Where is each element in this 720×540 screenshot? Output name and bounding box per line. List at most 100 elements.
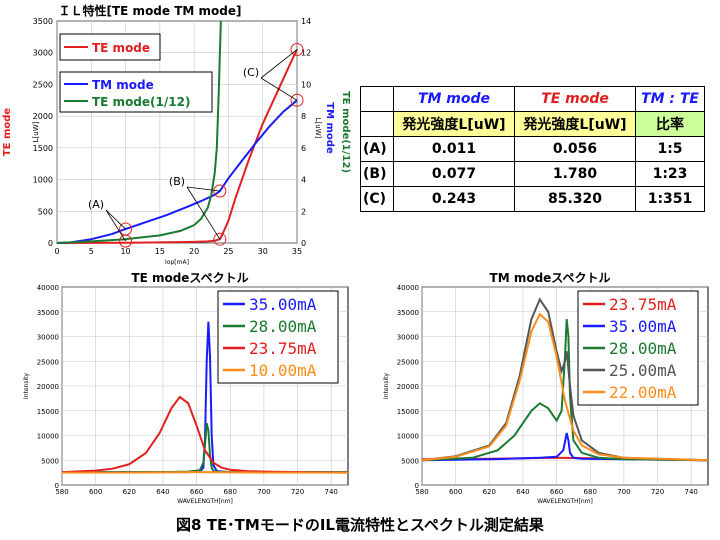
y-axis-label-tm: TM mode	[324, 102, 335, 154]
annotation-leader	[260, 49, 298, 79]
table-cell: 85.320	[514, 186, 636, 212]
annotation-marker	[290, 93, 304, 107]
legend-label: 28.00mA	[609, 339, 677, 358]
x-tick-label: 580	[55, 488, 68, 496]
x-tick-label: 740	[684, 488, 697, 496]
x-tick-label: 640	[516, 488, 529, 496]
x-tick-label: 740	[324, 488, 337, 496]
table-header-te: TE mode	[514, 86, 636, 112]
table-cell: 1:5	[635, 136, 705, 162]
y-left-tick-label: 1500	[33, 144, 53, 153]
y-axis-label-te-scaled: TE mode(1/12)	[340, 91, 351, 173]
chart-title: TM modeスペクトル	[490, 271, 611, 285]
annotation-label: (B)	[169, 175, 185, 188]
table-cell: 1.780	[514, 161, 636, 187]
series-line-te-mode	[56, 49, 298, 244]
table-cell: 0.243	[393, 186, 515, 212]
table-subheader-corner	[360, 111, 394, 137]
y-tick-label: 40000	[37, 284, 59, 292]
annotation-leader	[260, 77, 298, 101]
y-tick-label: 0	[415, 482, 419, 490]
legend-box-tm	[59, 71, 213, 113]
y-axis-label-te: TE mode	[2, 108, 13, 157]
table-cell: 1:351	[635, 186, 705, 212]
x-tick-label: 720	[291, 488, 304, 496]
y-left-tick-label: 2000	[33, 112, 53, 121]
y-right-tick-label: 8	[301, 112, 306, 121]
annotation-marker	[119, 234, 133, 248]
series-line-23-75ma	[61, 395, 349, 474]
il-characteristic-chart: 0 5 10 15 20 25 30 3505001000150020002500300035…	[2, 3, 351, 265]
table-cell: (A)	[360, 136, 394, 162]
series-line-25-00ma	[421, 297, 709, 462]
annotation-leader	[105, 209, 126, 242]
ratio-table: TM mode TE mode TM : TE 発光強度L[uW] 発光強度L[…	[360, 86, 705, 212]
y-left-tick-label: 3000	[33, 49, 53, 58]
x-tick-label: 600	[449, 488, 462, 496]
x-tick-label: 660	[190, 488, 203, 496]
y-right-tick-label: 2	[301, 207, 306, 216]
table-corner	[360, 86, 394, 112]
annotation-label: (A)	[88, 198, 104, 211]
table-row: (C) 0.243 85.320 1:351	[360, 186, 705, 212]
table-subheader-ratio: 比率	[635, 111, 705, 137]
y-right-tick-label: 6	[301, 144, 306, 153]
y-tick-label: 20000	[37, 383, 59, 391]
legend-box	[217, 290, 339, 384]
y-axis-label: Intensity	[383, 372, 390, 399]
annotation-marker	[213, 184, 227, 198]
legend-label: TE mode(1/12)	[92, 95, 190, 109]
annotation-label: (C)	[243, 66, 259, 79]
x-tick-label: 680	[584, 488, 597, 496]
y-tick-label: 30000	[37, 334, 59, 342]
table-row: (A) 0.011 0.056 1:5	[360, 136, 705, 162]
y-tick-label: 15000	[397, 408, 419, 416]
y-right-tick-label: 10	[301, 80, 311, 89]
x-axis-label: WAVELENGTH[nm]	[177, 498, 233, 505]
x-tick-label: 660	[550, 488, 563, 496]
legend-label: TE mode	[92, 41, 150, 55]
annotation-leader	[186, 186, 221, 240]
y-tick-label: 35000	[397, 309, 419, 317]
y-tick-label: 20000	[397, 383, 419, 391]
x-tick-label: 640	[156, 488, 169, 496]
y-tick-label: 15000	[37, 408, 59, 416]
series-line-tm-mode	[56, 99, 298, 244]
y-axis-label: Intensity	[23, 372, 30, 399]
y-right-tick-label: 12	[301, 49, 311, 58]
y-tick-label: 30000	[397, 334, 419, 342]
legend-label: 35.00mA	[609, 317, 677, 336]
x-tick-label: 580	[415, 488, 428, 496]
annotation-leader	[105, 209, 126, 230]
figure-caption: 図8 TE･TMモードのIL電流特性とスペクトル測定結果	[176, 516, 544, 534]
table-header-ratio: TM : TE	[635, 86, 705, 112]
te-spectrum-chart: 580 600 620 640 660 680 700 720 740 0 5000 10000 150…	[23, 271, 349, 505]
x-tick-label: 680	[224, 488, 237, 496]
x-tick-label: 10	[120, 247, 130, 256]
chart-title: TE modeスペクトル	[131, 271, 248, 285]
x-axis-label: WAVELENGTH[nm]	[537, 498, 593, 505]
x-tick-label: 620	[483, 488, 496, 496]
x-tick-label: 25	[223, 247, 233, 256]
x-tick-label: 720	[651, 488, 664, 496]
y-axis-unit-left: L[uW]	[32, 121, 40, 142]
legend-label: 22.00mA	[609, 383, 677, 402]
legend-label: 28.00mA	[249, 317, 317, 336]
y-tick-label: 0	[55, 482, 59, 490]
series-line-22-00ma	[421, 312, 709, 462]
tm-spectrum-chart: 580 600 620 640 660 680 700 720 740 0 5000 10000 150…	[383, 271, 709, 505]
x-axis-label: Iop[mA]	[165, 259, 189, 265]
y-tick-label: 10000	[37, 433, 59, 441]
y-axis-unit-right: L[uW]	[314, 118, 322, 139]
table-cell: 0.011	[393, 136, 515, 162]
y-tick-label: 10000	[397, 433, 419, 441]
x-tick-label: 5	[89, 247, 94, 256]
x-tick-label: 15	[155, 247, 165, 256]
table-cell: (B)	[360, 161, 394, 187]
x-tick-label: 35	[292, 247, 302, 256]
legend-label: 23.75mA	[609, 295, 677, 314]
series-line-28-00ma	[421, 319, 709, 462]
y-tick-label: 5000	[41, 457, 59, 465]
table-row: (B) 0.077 1.780 1:23	[360, 161, 705, 187]
